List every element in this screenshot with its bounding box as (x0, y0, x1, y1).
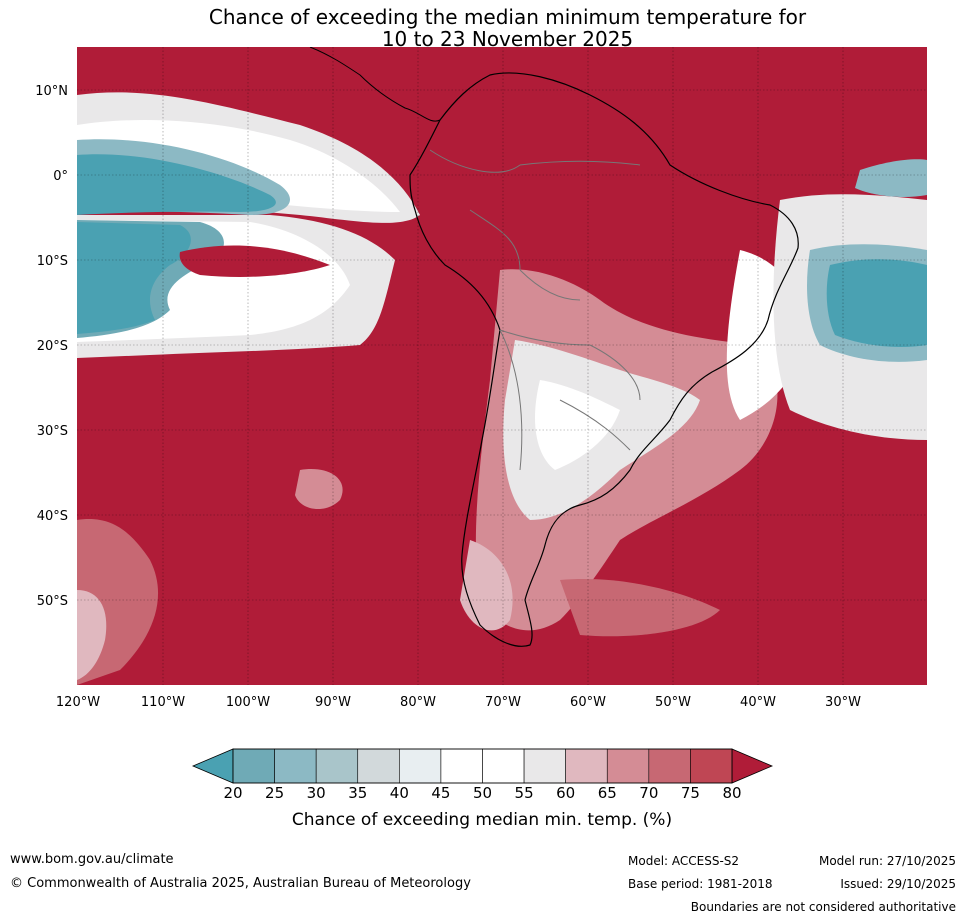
legend-tick-label: 70 (639, 784, 658, 802)
lon-label: 120°W (56, 695, 100, 710)
legend-tick-label: 25 (265, 784, 284, 802)
anomaly-region-south-atlantic (560, 579, 720, 637)
legend-arrow-high (731, 748, 774, 784)
lat-label: 10°N (35, 84, 68, 99)
legend-frame (232, 748, 733, 784)
footer-website: www.bom.gov.au/climate (10, 852, 174, 867)
lat-label: 0° (53, 169, 68, 184)
legend-color-box (399, 748, 442, 784)
legend-tick-label: 30 (307, 784, 326, 802)
legend-color-box (565, 748, 608, 784)
lon-label: 100°W (226, 695, 270, 710)
anomaly-region-patagonia (460, 540, 513, 631)
anomaly-region-atlantic-core (826, 259, 927, 347)
legend-tick-label: 40 (390, 784, 409, 802)
legend-tick-label: 75 (681, 784, 700, 802)
lon-label: 40°W (740, 695, 776, 710)
lon-label: 70°W (485, 695, 521, 710)
lon-label: 30°W (825, 695, 861, 710)
legend-tick-label: 45 (431, 784, 450, 802)
legend-arrow-low (191, 748, 234, 784)
anomaly-region-pacific-south-core (77, 222, 191, 334)
south-america-coastline (409, 72, 799, 647)
lat-label: 40°S (37, 509, 68, 524)
map-title-line-2: 10 to 23 November 2025 (381, 27, 634, 51)
legend-color-box (523, 748, 566, 784)
legend-label: Chance of exceeding median min. temp. (%… (292, 810, 672, 830)
legend-tick-label: 35 (348, 784, 367, 802)
legend-color-box (315, 748, 359, 784)
footer-copyright: © Commonwealth of Australia 2025, Austra… (10, 876, 471, 891)
legend-tick-label: 80 (722, 784, 741, 802)
lon-label: 90°W (315, 695, 351, 710)
map-title-line-1: Chance of exceeding the median minimum t… (208, 5, 807, 29)
central-america-coastline (309, 47, 441, 122)
legend-color-box (274, 748, 317, 784)
map-panel (77, 47, 927, 685)
anomaly-region-south-america-core (535, 380, 620, 470)
lon-label: 60°W (570, 695, 606, 710)
graticule (77, 47, 927, 685)
lat-label: 30°S (37, 424, 68, 439)
legend-color-box (357, 748, 400, 784)
legend-color-box (648, 748, 691, 784)
footer-base-period: Base period: 1981-2018 (628, 877, 773, 891)
lat-label: 20°S (37, 339, 68, 354)
legend-tick-label: 50 (473, 784, 492, 802)
lat-label: 10°S (37, 254, 68, 269)
anomaly-region-atlantic-north (855, 159, 927, 198)
lat-label: 50°S (37, 594, 68, 609)
lon-label: 110°W (141, 695, 185, 710)
legend-tick-label: 65 (598, 784, 617, 802)
footer-issued: Issued: 29/10/2025 (840, 877, 956, 891)
legend-tick-label: 60 (556, 784, 575, 802)
anomaly-region-pacific-patch (295, 469, 343, 510)
legend-color-box (232, 748, 275, 784)
legend-color-box (606, 748, 650, 784)
footer-model-run: Model run: 27/10/2025 (818, 854, 956, 868)
footer-model: Model: ACCESS-S2 (628, 854, 740, 868)
legend-tick-label: 20 (223, 784, 242, 802)
lon-label: 50°W (655, 695, 691, 710)
anomaly-region-southeast-pacific-light (77, 590, 107, 680)
country-borders (429, 149, 641, 471)
anomaly-region-pacific-north-core (77, 154, 276, 215)
anomaly-region-pacific-inner-red (179, 245, 330, 277)
legend-color-box (440, 748, 483, 784)
legend-color-box (690, 748, 733, 784)
legend-colorbar: 20 25 30 35 40 45 50 55 60 65 70 75 80 (191, 748, 774, 802)
footer-disclaimer: Boundaries are not considered authoritat… (690, 900, 956, 914)
legend-tick-label: 55 (515, 784, 534, 802)
legend-color-box (482, 748, 525, 784)
lon-label: 80°W (400, 695, 436, 710)
